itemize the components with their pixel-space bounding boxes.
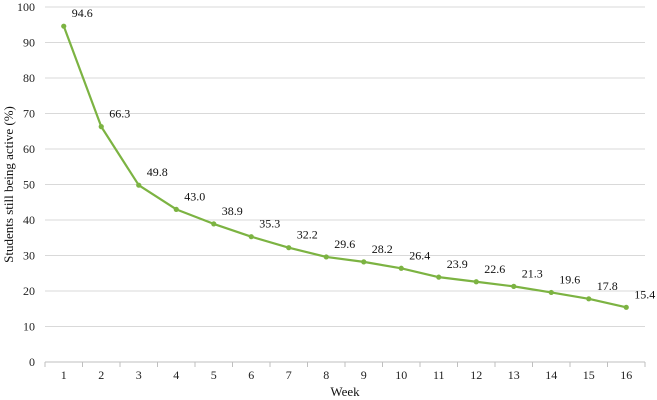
- x-tick-label: 13: [508, 368, 520, 382]
- data-label: 21.3: [522, 266, 543, 280]
- y-tick-label: 40: [23, 213, 35, 227]
- y-tick-label: 90: [23, 36, 35, 50]
- data-point: [61, 23, 67, 29]
- data-point: [473, 279, 479, 285]
- x-tick-label: 10: [395, 368, 407, 382]
- data-point: [323, 254, 329, 260]
- data-point: [361, 259, 367, 265]
- y-tick-label: 100: [17, 0, 35, 14]
- data-point: [398, 265, 404, 271]
- y-tick-label: 80: [23, 71, 35, 85]
- data-points: [61, 23, 629, 310]
- x-tick-label: 3: [136, 368, 142, 382]
- data-point: [173, 206, 179, 212]
- x-tick-label: 12: [470, 368, 482, 382]
- data-label: 38.9: [222, 204, 243, 218]
- data-label: 15.4: [634, 287, 655, 301]
- data-point: [548, 289, 554, 296]
- data-point: [586, 296, 592, 302]
- data-label: 49.8: [147, 165, 168, 179]
- x-tick-label: 5: [211, 368, 217, 382]
- x-tick-label: 1: [61, 368, 67, 382]
- y-tick-label: 60: [23, 142, 35, 156]
- x-tick-label: 14: [545, 368, 557, 382]
- y-tick-label: 0: [29, 355, 35, 369]
- data-label: 43.0: [184, 189, 205, 203]
- data-point: [248, 234, 254, 240]
- data-point: [511, 283, 517, 289]
- data-label: 35.3: [259, 217, 280, 231]
- series-line-layer: [62, 25, 627, 309]
- series-line: [62, 25, 627, 309]
- x-tick-label: 2: [98, 368, 104, 382]
- y-axis-title: Students still being active (%): [1, 106, 16, 263]
- y-tick-label: 20: [23, 284, 35, 298]
- data-label: 32.2: [297, 228, 318, 242]
- x-tick-label: 15: [583, 368, 595, 382]
- data-label: 28.2: [372, 242, 393, 256]
- data-point: [623, 304, 629, 310]
- y-tick-label: 30: [23, 249, 35, 263]
- data-label: 94.6: [72, 6, 93, 20]
- y-tick-label: 50: [23, 178, 35, 192]
- data-point: [98, 124, 104, 130]
- data-point: [436, 274, 442, 280]
- data-label: 17.8: [597, 279, 618, 293]
- data-point: [211, 221, 217, 227]
- data-label: 19.6: [559, 272, 580, 286]
- data-label: 26.4: [409, 248, 430, 262]
- x-tick-label: 6: [248, 368, 254, 382]
- y-axis-ticks: 0 10 20 30 40 50 60 70 80 90 100: [17, 0, 35, 369]
- x-tick-label: 7: [286, 368, 292, 382]
- data-label: 22.6: [484, 262, 505, 276]
- x-tick-label: 16: [620, 368, 632, 382]
- y-tick-label: 70: [23, 107, 35, 121]
- data-labels: 94.6 66.3 49.8 43.0 38.9 35.3 32.2 29.6 28.2 26.4…: [72, 6, 656, 301]
- x-axis-title: Week: [330, 384, 360, 399]
- data-label: 66.3: [109, 107, 130, 121]
- x-tick-label: 4: [173, 368, 179, 382]
- x-tick-label: 11: [433, 368, 445, 382]
- data-point: [286, 245, 292, 251]
- y-tick-label: 10: [23, 320, 35, 334]
- x-axis: 1 2 3 4 5 6 7 8 9 10 11 12 13 14 15 16: [44, 361, 646, 382]
- data-label: 29.6: [334, 237, 355, 251]
- data-point: [136, 182, 142, 188]
- x-tick-label: 8: [323, 368, 329, 382]
- x-tick-label: 9: [361, 368, 367, 382]
- gridlines: [45, 6, 645, 327]
- data-label: 23.9: [447, 257, 468, 271]
